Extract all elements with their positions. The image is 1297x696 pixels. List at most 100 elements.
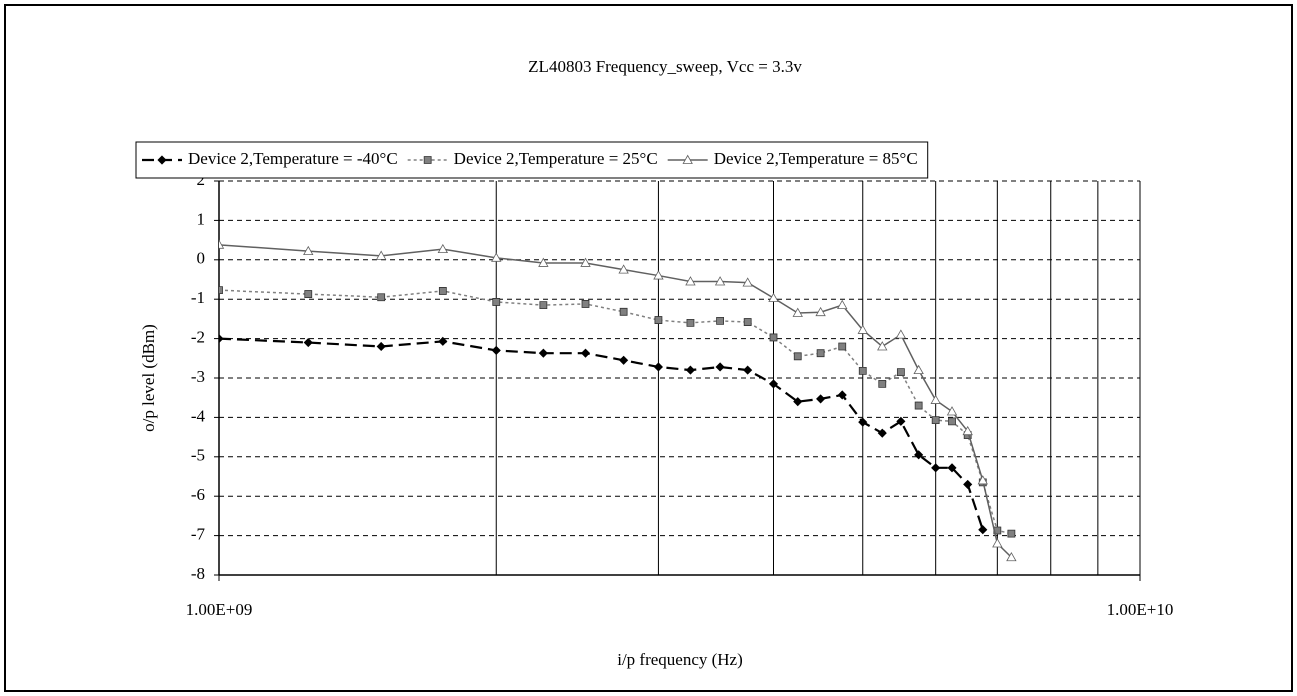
- data-point: [858, 367, 867, 375]
- data-point: [654, 316, 663, 324]
- chart-title: ZL40803 Frequency_sweep, Vcc = 3.3v: [528, 57, 802, 76]
- data-point: [743, 365, 753, 375]
- data-point: [816, 349, 825, 358]
- data-point: [896, 368, 905, 376]
- y-tick-label: 2: [197, 170, 206, 189]
- y-tick-label: -6: [191, 485, 205, 504]
- data-point: [377, 293, 386, 302]
- data-point: [492, 298, 501, 306]
- y-tick-label: -3: [191, 367, 205, 386]
- data-point: [714, 276, 726, 286]
- data-point: [653, 362, 663, 372]
- data-point: [895, 329, 907, 339]
- frame: [4, 4, 1293, 692]
- data-point: [715, 362, 725, 372]
- data-point: [837, 299, 848, 310]
- data-point: [948, 417, 956, 426]
- y-axis-label: o/p level (dBm): [139, 324, 158, 432]
- data-point: [816, 394, 826, 404]
- data-point: [946, 406, 958, 416]
- series-line: [219, 337, 984, 531]
- data-point: [653, 270, 664, 280]
- data-point: [913, 364, 924, 375]
- data-point: [1007, 529, 1016, 538]
- x-axis-label: i/p frequency (Hz): [617, 650, 743, 669]
- y-tick-label: -8: [191, 564, 205, 583]
- data-point: [931, 416, 940, 425]
- data-point: [303, 337, 313, 348]
- data-point: [304, 290, 313, 298]
- legend-label: Device 2,Temperature = 85°C: [714, 149, 918, 168]
- data-point: [685, 365, 696, 375]
- data-point: [930, 394, 941, 404]
- y-tick-label: -7: [191, 525, 206, 544]
- data-point: [581, 300, 590, 308]
- data-point: [538, 348, 548, 358]
- data-point: [815, 306, 826, 317]
- data-point: [742, 277, 753, 287]
- data-point: [580, 257, 591, 267]
- data-point: [685, 276, 696, 286]
- legend-label: Device 2,Temperature = -40°C: [188, 149, 398, 168]
- y-tick-label: 1: [197, 209, 206, 228]
- data-point: [219, 286, 223, 295]
- data-point: [793, 397, 803, 407]
- x-tick-label: 1.00E+09: [186, 600, 253, 619]
- data-point: [837, 390, 847, 400]
- data-point: [743, 318, 752, 326]
- data-point: [931, 463, 941, 473]
- data-point: [858, 417, 868, 427]
- data-point: [618, 264, 629, 274]
- data-point: [877, 341, 888, 351]
- x-tick-label: 1.00E+10: [1107, 600, 1174, 619]
- data-point: [947, 463, 957, 473]
- data-point: [793, 352, 802, 361]
- data-point: [686, 318, 695, 327]
- data-point: [1006, 551, 1017, 562]
- legend-marker: [682, 154, 693, 164]
- data-point: [962, 425, 973, 436]
- data-point: [977, 475, 988, 485]
- data-point: [792, 307, 803, 317]
- data-point: [438, 336, 448, 346]
- data-point: [438, 287, 447, 295]
- plot-area: [219, 239, 1017, 562]
- data-point: [619, 307, 628, 316]
- data-point: [376, 341, 386, 352]
- data-point: [491, 252, 502, 262]
- legend: [135, 141, 929, 179]
- data-point: [768, 379, 779, 389]
- data-point: [914, 450, 924, 460]
- y-tick-label: -2: [191, 328, 205, 347]
- data-point: [878, 380, 887, 388]
- series-line: [219, 244, 1012, 558]
- data-point: [437, 243, 449, 254]
- data-point: [978, 525, 988, 535]
- data-point: [219, 334, 224, 344]
- data-point: [219, 239, 225, 249]
- data-point: [538, 257, 549, 267]
- data-point: [914, 401, 923, 410]
- y-tick-label: -1: [191, 288, 205, 307]
- data-point: [896, 416, 906, 426]
- data-point: [857, 324, 868, 334]
- data-point: [992, 538, 1003, 548]
- data-point: [877, 428, 887, 438]
- legend-label: Device 2,Temperature = 25°C: [454, 149, 658, 168]
- data-point: [768, 292, 779, 302]
- legend-marker: [423, 156, 432, 164]
- data-point: [716, 316, 724, 325]
- y-tick-label: 0: [197, 249, 206, 268]
- data-point: [580, 348, 591, 358]
- data-point: [769, 333, 778, 342]
- data-point: [838, 342, 847, 351]
- data-point: [619, 355, 629, 365]
- data-point: [491, 345, 501, 355]
- series-line: [219, 289, 1012, 535]
- y-tick-label: -4: [191, 406, 206, 425]
- legend-marker: [157, 155, 167, 165]
- data-point: [303, 245, 314, 256]
- data-point: [539, 301, 548, 310]
- data-point: [963, 479, 973, 489]
